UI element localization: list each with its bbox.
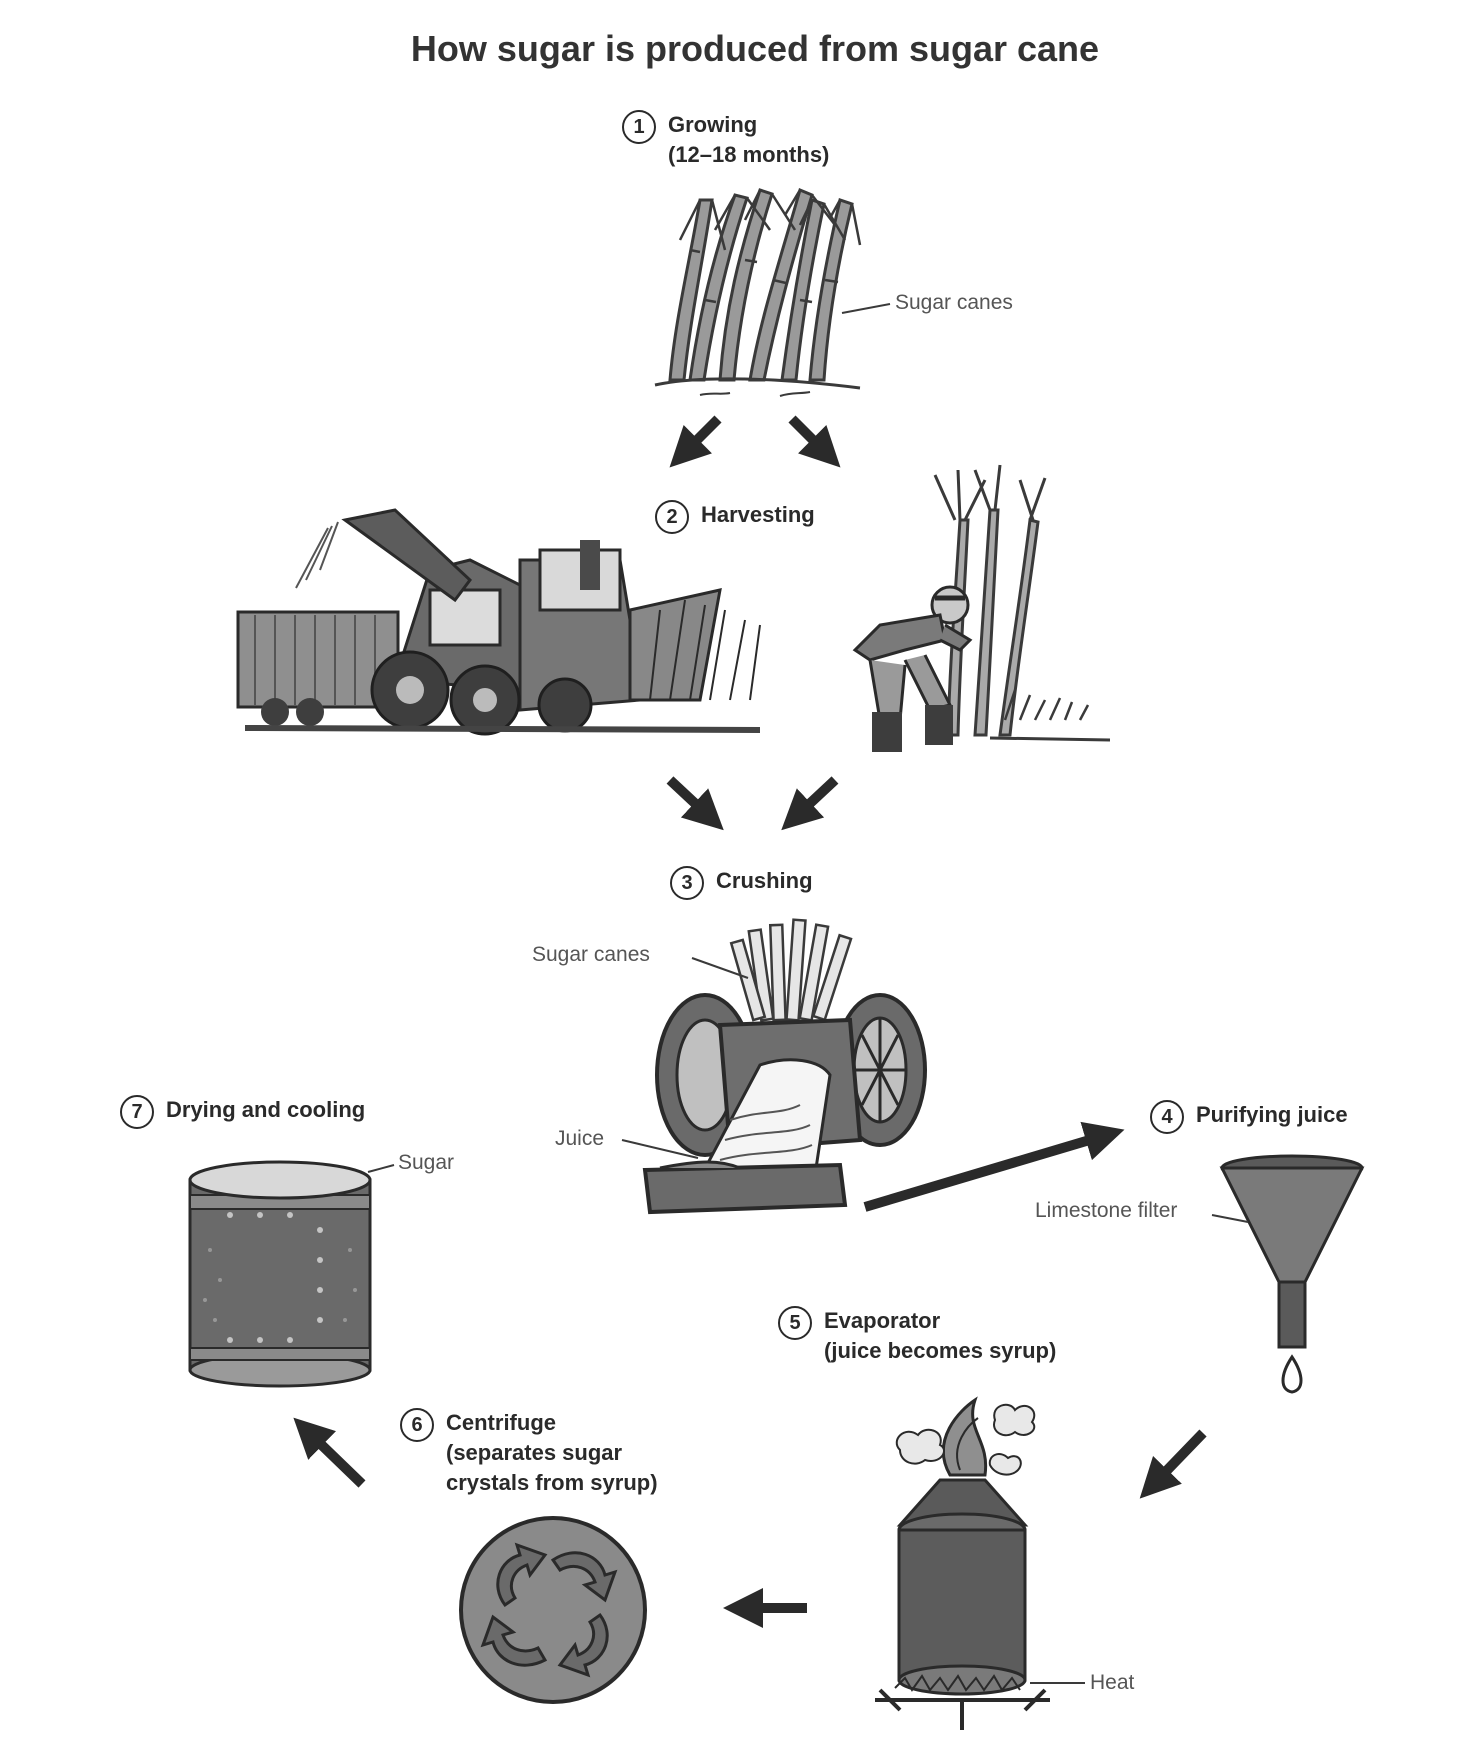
step-1-label: 1 Growing (12–18 months) (622, 110, 829, 170)
step-3-label: 3 Crushing (670, 866, 813, 900)
step-title: Evaporator (824, 1308, 941, 1333)
sugar-cane-plant-icon (654, 187, 891, 397)
step-title: Purifying juice (1196, 1102, 1348, 1127)
evaporator-tank-icon (875, 1396, 1085, 1730)
step-number: 1 (622, 110, 656, 144)
step-5-label: 5 Evaporator (juice becomes syrup) (778, 1306, 1056, 1366)
step-number: 6 (400, 1408, 434, 1442)
step-subtitle: (separates sugar (446, 1440, 623, 1465)
step-number: 3 (670, 866, 704, 900)
arrow-icon (669, 415, 722, 468)
arrow-icon (1139, 1429, 1207, 1499)
callout-crushing-canes: Sugar canes (532, 943, 650, 966)
step-number: 5 (778, 1306, 812, 1340)
crusher-mill-icon (621, 918, 927, 1215)
step-2-label: 2 Harvesting (655, 500, 815, 534)
harvester-icon (236, 508, 761, 736)
arrow-icon (666, 776, 724, 831)
callout-heat: Heat (1090, 1671, 1135, 1694)
farmer-cutting-cane-icon (852, 464, 1111, 752)
step-subtitle: (12–18 months) (668, 142, 830, 167)
arrow-icon (293, 1417, 366, 1488)
callout-growing-canes: Sugar canes (895, 291, 1013, 314)
step-7-label: 7 Drying and cooling (120, 1095, 365, 1129)
diagram-title: How sugar is produced from sugar cane (410, 28, 1100, 69)
step-title: Growing (668, 112, 758, 137)
step-title: Centrifuge (446, 1410, 556, 1435)
arrow-icon (781, 776, 839, 831)
step-subtitle: crystals from syrup) (446, 1470, 658, 1495)
step-title: Harvesting (701, 502, 815, 527)
step-subtitle: (juice becomes syrup) (824, 1338, 1057, 1363)
arrow-icon (788, 415, 841, 468)
callout-limestone: Limestone filter (1035, 1199, 1178, 1222)
step-number: 2 (655, 500, 689, 534)
step-title: Drying and cooling (166, 1097, 366, 1122)
step-number: 4 (1150, 1100, 1184, 1134)
callout-juice: Juice (555, 1127, 605, 1150)
callout-sugar: Sugar (398, 1151, 455, 1174)
step-number: 7 (120, 1095, 154, 1129)
arrow-icon (863, 1121, 1125, 1212)
step-title: Crushing (716, 868, 813, 893)
step-6-label: 6 Centrifuge (separates sugar crystals from… (400, 1408, 658, 1498)
step-4-label: 4 Purifying juice (1150, 1100, 1348, 1134)
centrifuge-icon (459, 1516, 647, 1704)
funnel-filter-icon (1211, 1154, 1365, 1394)
drying-drum-icon (188, 1160, 395, 1388)
